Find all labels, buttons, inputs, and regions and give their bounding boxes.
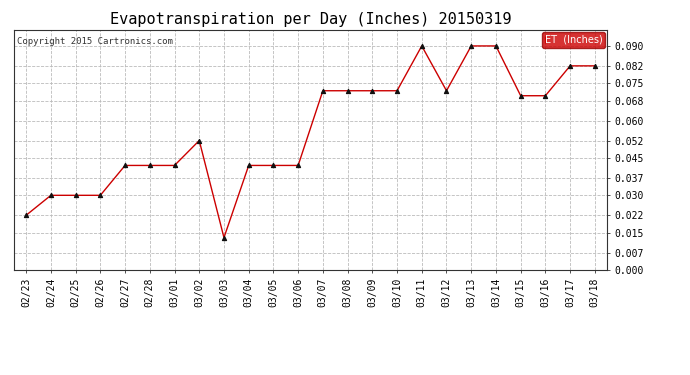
Point: [95, 192, 106, 198]
Point: [515, 93, 526, 99]
Point: [268, 162, 279, 168]
Point: [169, 162, 180, 168]
Point: [243, 162, 254, 168]
Point: [342, 88, 353, 94]
Point: [21, 212, 32, 218]
Point: [144, 162, 155, 168]
Point: [540, 93, 551, 99]
Legend: ET  (Inches): ET (Inches): [542, 32, 605, 48]
Point: [219, 235, 230, 241]
Point: [391, 88, 402, 94]
Point: [564, 63, 575, 69]
Point: [416, 43, 427, 49]
Point: [46, 192, 57, 198]
Point: [589, 63, 600, 69]
Point: [466, 43, 477, 49]
Point: [367, 88, 378, 94]
Point: [194, 138, 205, 144]
Point: [441, 88, 452, 94]
Point: [491, 43, 502, 49]
Point: [293, 162, 304, 168]
Title: Evapotranspiration per Day (Inches) 20150319: Evapotranspiration per Day (Inches) 2015…: [110, 12, 511, 27]
Point: [317, 88, 328, 94]
Point: [119, 162, 130, 168]
Text: Copyright 2015 Cartronics.com: Copyright 2015 Cartronics.com: [17, 37, 172, 46]
Point: [70, 192, 81, 198]
